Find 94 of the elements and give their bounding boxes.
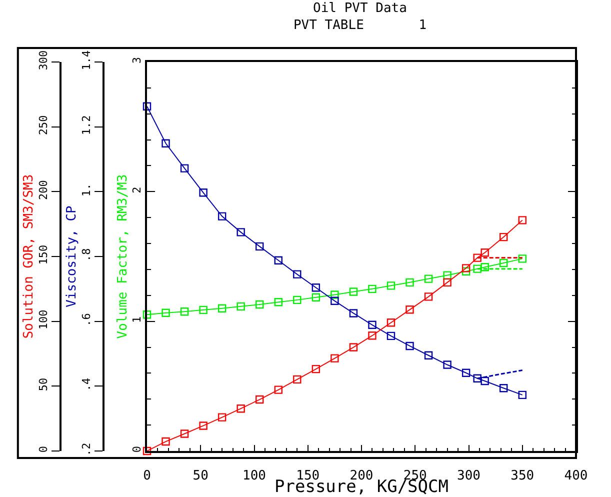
y2-tick-label: .2 (80, 442, 93, 456)
point (443, 360, 452, 369)
point (386, 332, 396, 340)
point (180, 430, 189, 438)
point (424, 274, 433, 283)
point (274, 386, 282, 394)
point (256, 242, 264, 251)
y-tick-label: 1 (130, 316, 144, 323)
point (293, 270, 302, 278)
point (443, 278, 452, 287)
y2-tick-label: 1. (80, 183, 93, 197)
y-tick-label: 0 (130, 446, 144, 453)
point (274, 298, 282, 306)
y2-tick-label: 1.4 (80, 50, 93, 70)
point (162, 437, 170, 446)
y3-tick-label: 50 (37, 378, 50, 392)
point (480, 376, 489, 386)
point (180, 308, 189, 316)
point (500, 232, 508, 242)
y-tick-label: 3 (130, 57, 144, 64)
point (199, 188, 208, 197)
point (218, 212, 226, 220)
point (199, 306, 208, 314)
point (236, 228, 245, 236)
y-tick-label: 2 (130, 186, 144, 194)
point (218, 413, 226, 422)
point (256, 300, 264, 309)
y3-tick-label: 100 (37, 310, 50, 330)
point (142, 102, 152, 111)
point (349, 309, 358, 318)
point (180, 164, 189, 172)
point (518, 254, 526, 263)
point (424, 351, 433, 360)
point (500, 384, 508, 392)
point (162, 139, 170, 148)
point (473, 374, 482, 382)
y3-tick-label: 250 (37, 115, 50, 136)
point (218, 304, 226, 312)
x-tick-label: 400 (564, 468, 588, 484)
point (406, 306, 414, 314)
point (368, 320, 376, 329)
y2-tick-label: .4 (80, 378, 93, 392)
point (274, 256, 282, 264)
point (462, 368, 470, 377)
y2-tick-label: 1.2 (80, 115, 93, 136)
x-tick-label: 350 (510, 468, 534, 484)
point (368, 284, 376, 294)
point (386, 318, 396, 327)
y2-axis-title: Viscosity, CP (64, 205, 80, 308)
x-tick-label: 100 (242, 468, 266, 484)
point (330, 354, 339, 362)
point (142, 446, 152, 456)
x-tick-label: 150 (296, 468, 320, 484)
point (386, 282, 396, 290)
point (349, 343, 358, 352)
point (368, 332, 376, 340)
point (480, 263, 489, 272)
point (424, 292, 433, 301)
y3-tick-label: 200 (37, 180, 50, 200)
y2-tick-label: .6 (80, 313, 93, 326)
point (312, 364, 320, 374)
point (293, 296, 302, 304)
point (518, 216, 526, 224)
point (349, 288, 358, 296)
point (462, 264, 470, 272)
point (312, 293, 320, 302)
point (330, 290, 339, 299)
y-axis-title: Volume Factor, RM3/M3 (116, 174, 131, 339)
point (312, 284, 320, 292)
point (406, 278, 414, 287)
point (518, 390, 526, 400)
point (162, 308, 170, 318)
point (142, 310, 152, 319)
point (199, 422, 208, 430)
point (500, 258, 508, 268)
point (330, 296, 339, 306)
y3-tick-label: 0 (37, 446, 50, 453)
x-tick-label: 50 (192, 468, 208, 484)
point (473, 264, 482, 273)
chart-title: Oil PVT Data (313, 1, 407, 16)
point (406, 342, 414, 350)
y3-tick-label: 300 (37, 50, 50, 70)
y3-tick-label: 150 (37, 244, 50, 265)
chart-subtitle: PVT TABLE 1 (293, 18, 427, 33)
point (443, 271, 452, 280)
y2-tick-label: .8 (80, 248, 93, 262)
x-tick-label: 300 (457, 468, 480, 484)
point (256, 395, 264, 404)
point (473, 254, 482, 262)
y3-axis-title: Solution GOR, SM3/SM3 (22, 174, 37, 339)
point (293, 375, 302, 384)
point (480, 248, 489, 257)
point (236, 404, 245, 413)
point (236, 302, 245, 311)
